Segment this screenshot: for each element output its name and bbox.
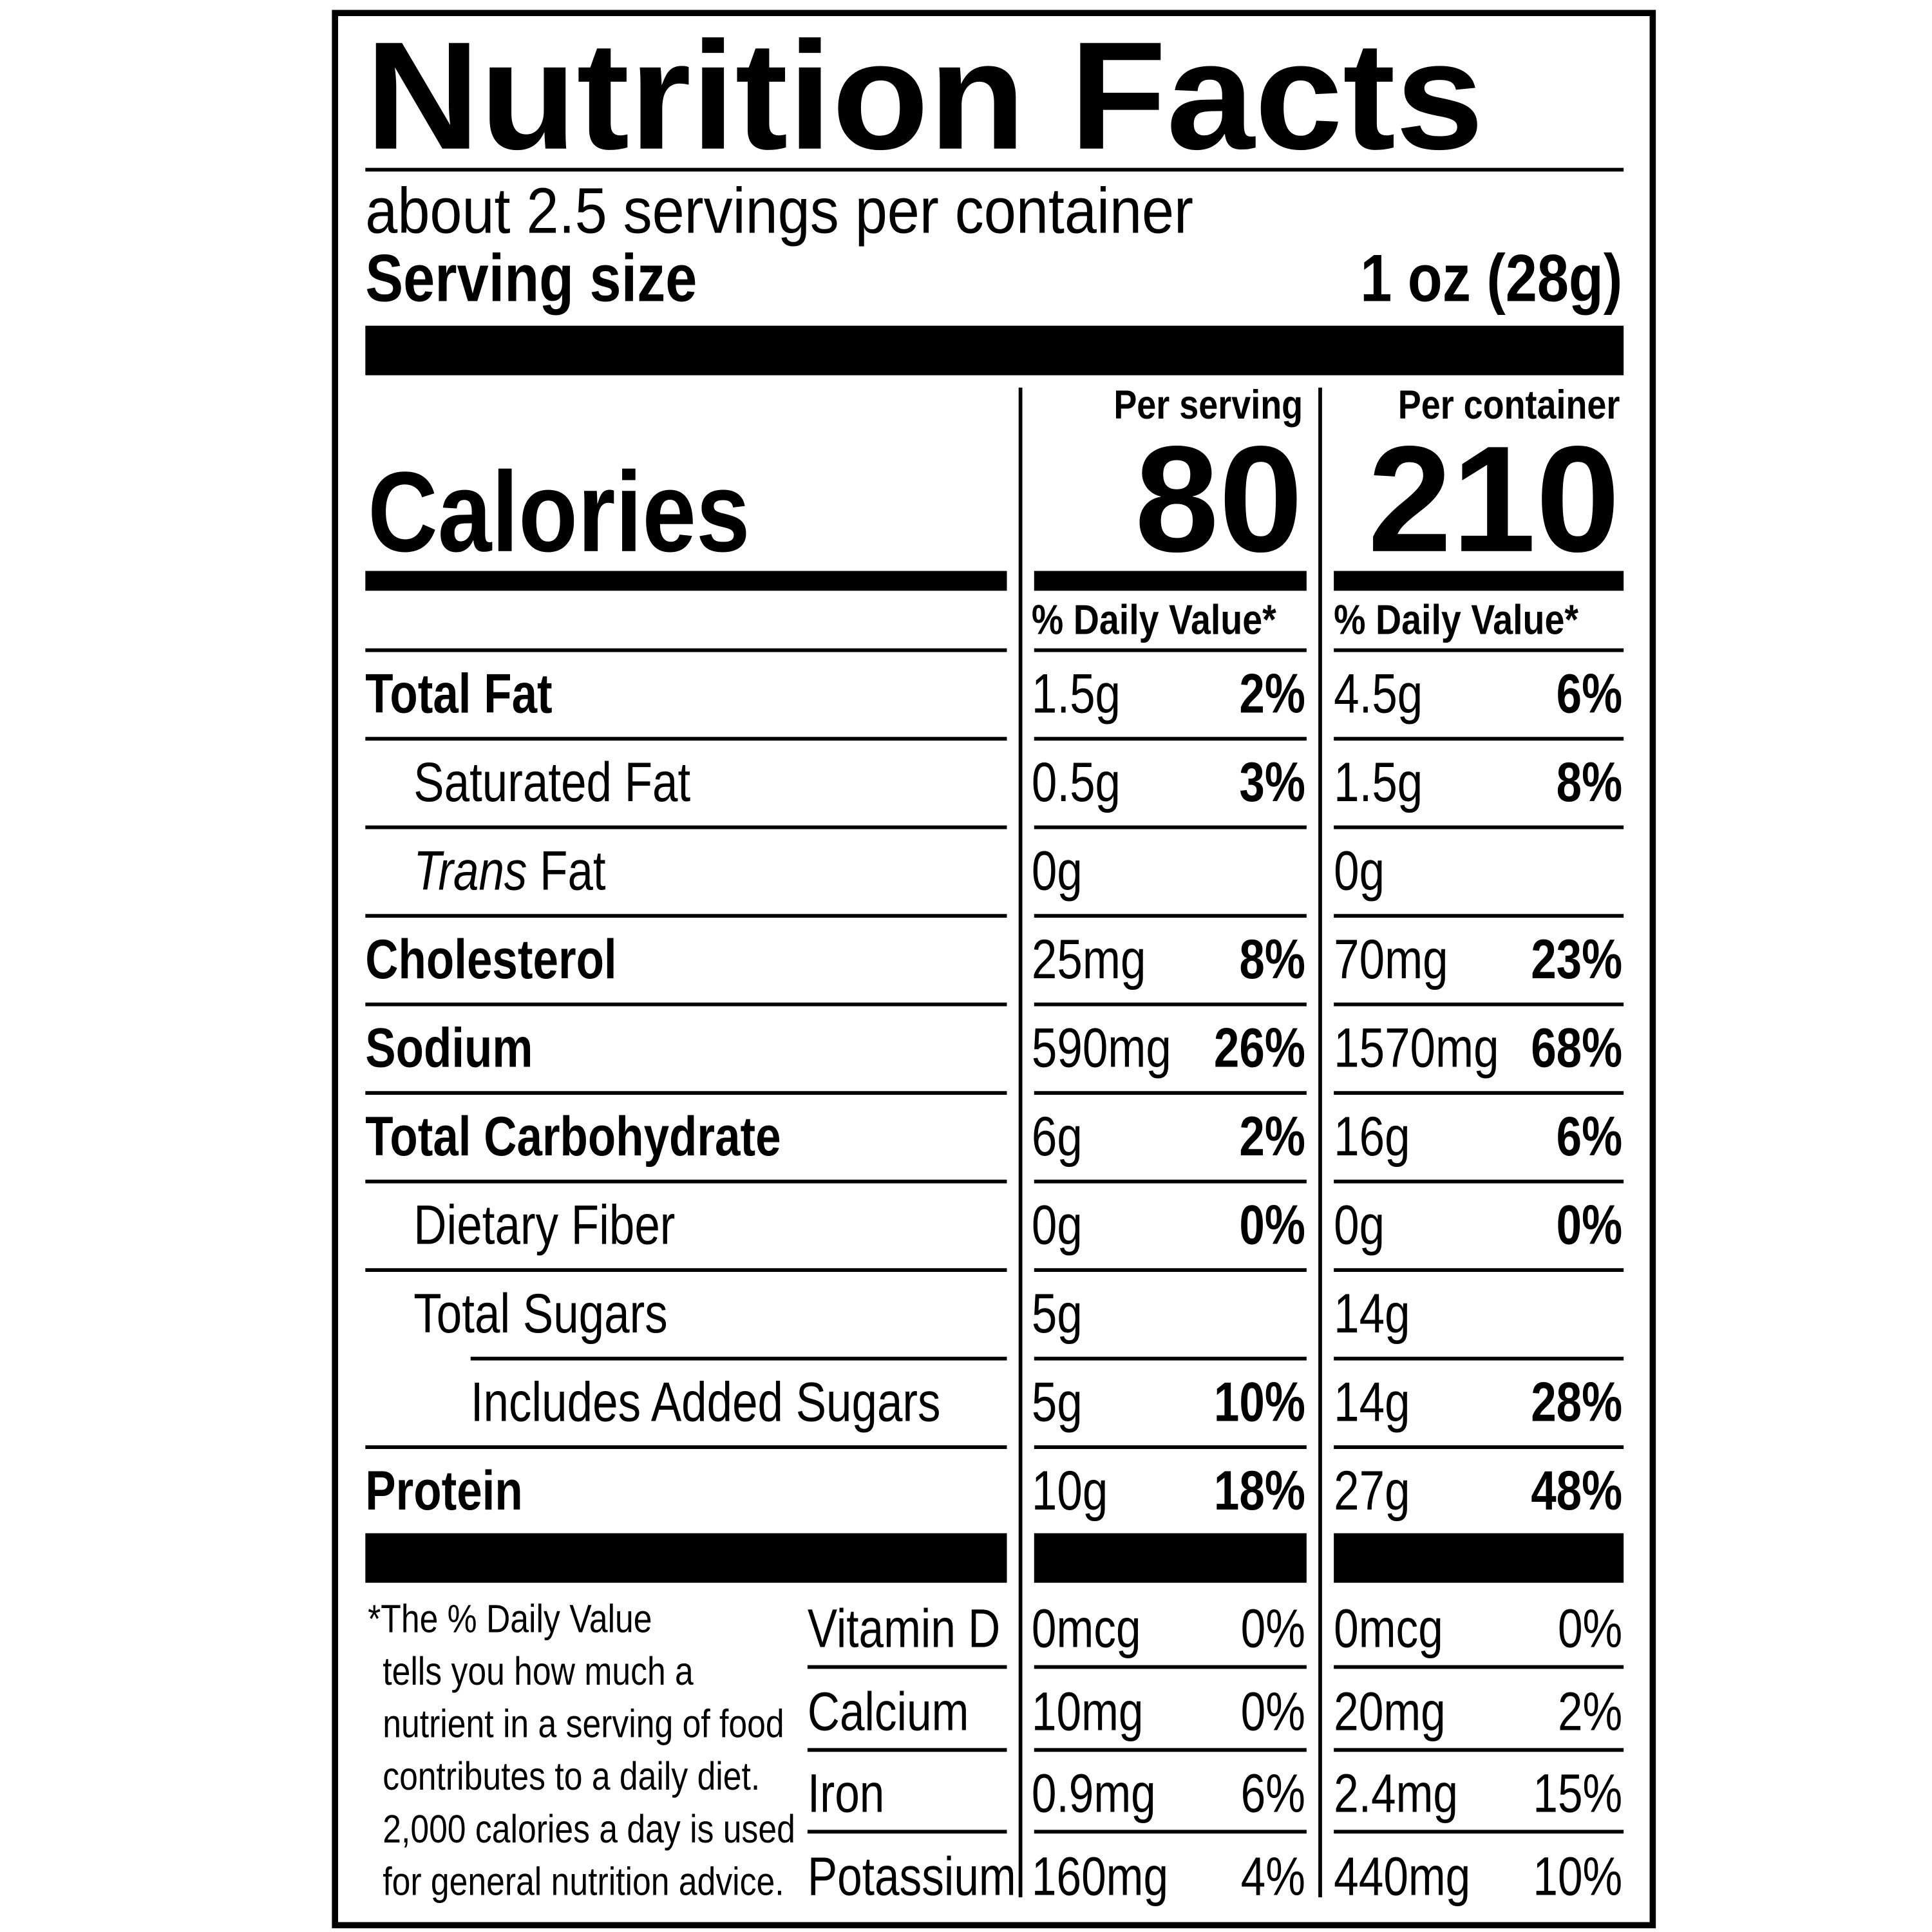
amount: 0g [1334,839,1385,902]
amount: 160mg [1032,1846,1168,1907]
daily-value: 68% [1531,1016,1622,1079]
amount: 440mg [1334,1846,1470,1907]
daily-value: 0% [1241,1598,1305,1659]
servings: about 2.5 servings per container [365,175,1193,247]
vitamin-name: Iron [808,1763,885,1824]
amount: 0g [1032,1193,1083,1256]
thick-bar [1034,1533,1307,1583]
daily-value: 8% [1557,750,1623,813]
daily-value: 0% [1558,1598,1622,1659]
calories-value: 210 [1368,415,1620,583]
amount: 20mg [1334,1681,1446,1742]
amount: 16g [1334,1104,1410,1167]
amount: 0.9mg [1032,1763,1156,1824]
nutrient-name: Total Fat [365,662,552,724]
daily-value: 6% [1557,1104,1623,1167]
footnote-line: 2,000 calories a day is used [383,1808,795,1852]
serving-size-label: Serving size [365,242,697,316]
amount: 1.5g [1032,662,1121,724]
title: Nutrition Facts [365,10,1484,182]
daily-value: 10% [1214,1370,1305,1433]
amount: 4.5g [1334,662,1423,724]
footnote-line: *The % Daily Value [368,1597,652,1641]
thick-bar [365,325,1624,375]
daily-value: 18% [1214,1459,1305,1521]
vitamin-name: Potassium [808,1846,1016,1907]
medium-bar [1334,571,1624,591]
nutrient-name: Sodium [365,1016,533,1079]
nutrient-name: Total Carbohydrate [365,1104,781,1167]
daily-value: 15% [1533,1763,1622,1824]
amount: 0.5g [1032,750,1121,813]
amount: 70mg [1334,927,1448,990]
daily-value: 0% [1239,1193,1305,1256]
border [332,10,1656,1929]
amount: 2.4mg [1334,1763,1458,1824]
calories-label: Calories [368,448,750,575]
amount: 590mg [1032,1016,1171,1079]
vitamin-name: Vitamin D [808,1598,1000,1659]
footnote-line: tells you how much a [383,1650,694,1694]
nutrient-name: Protein [365,1459,522,1521]
amount: 0g [1334,1193,1385,1256]
daily-value: 8% [1239,927,1305,990]
amount: 25mg [1032,927,1146,990]
amount: 5g [1032,1370,1083,1433]
amount: 0mcg [1334,1598,1443,1659]
daily-value: 3% [1239,750,1305,813]
daily-value: 0% [1557,1193,1623,1256]
amount: 10mg [1032,1681,1144,1742]
amount: 1.5g [1334,750,1423,813]
daily-value: 2% [1239,662,1305,724]
daily-value: 4% [1241,1846,1305,1907]
nutrient-name: Includes Added Sugars [471,1370,941,1433]
amount: 1570mg [1334,1016,1499,1079]
medium-bar [365,571,1007,591]
daily-value: 26% [1214,1016,1305,1079]
calories-value: 80 [1135,415,1303,583]
footnote-line: contributes to a daily diet. [383,1755,760,1799]
amount: 14g [1334,1282,1410,1344]
amount: 27g [1334,1459,1410,1521]
nutrient-name: Dietary Fiber [413,1193,675,1256]
serving-size: 1 oz (28g) [1360,242,1622,316]
footnote-line: nutrient in a serving of food [383,1703,784,1747]
daily-value: 48% [1531,1459,1622,1521]
nutrient-name: Total Sugars [413,1282,667,1344]
footnote-line: for general nutrition advice. [383,1860,784,1904]
daily-value: 2% [1239,1104,1305,1167]
amount: 10g [1032,1459,1108,1521]
vitamin-name: Calcium [808,1681,969,1742]
thick-bar [1334,1533,1624,1583]
daily-value: 23% [1531,927,1622,990]
daily-value: 6% [1241,1763,1305,1824]
amount: 0mcg [1032,1598,1141,1659]
column-header: Per container [1398,383,1620,428]
daily-value: 6% [1557,662,1623,724]
amount: 6g [1032,1104,1083,1167]
daily-value-header: % Daily Value* [1334,596,1578,643]
amount: 0g [1032,839,1083,902]
daily-value: 10% [1533,1846,1622,1907]
nutrient-name: Saturated Fat [413,750,690,813]
nutrient-name: Trans Fat [413,839,605,902]
amount: 5g [1032,1282,1083,1344]
thick-bar [365,1533,1007,1583]
medium-bar [1034,571,1307,591]
daily-value: 2% [1558,1681,1622,1742]
daily-value-header: % Daily Value* [1032,596,1276,643]
daily-value: 0% [1241,1681,1305,1742]
nutrient-name: Cholesterol [365,927,616,990]
daily-value: 28% [1531,1370,1622,1433]
amount: 14g [1334,1370,1410,1433]
column-header: Per serving [1113,383,1303,428]
